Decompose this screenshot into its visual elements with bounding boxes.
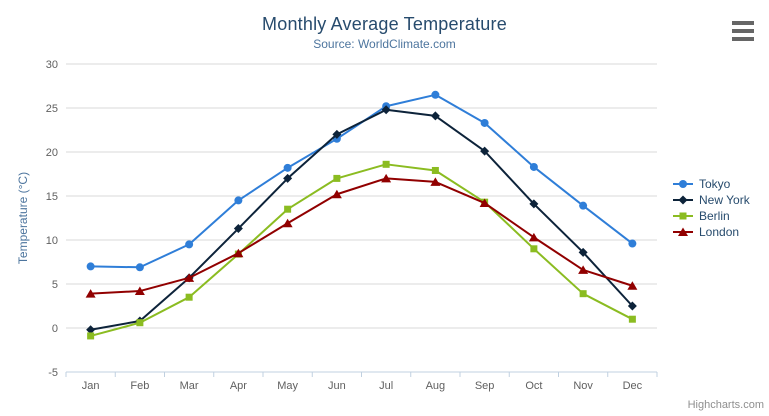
- series-london[interactable]: [85, 173, 638, 298]
- x-axis-label: Aug: [426, 380, 446, 392]
- series-line-new-york: [90, 108, 634, 331]
- x-axis-label: Feb: [130, 380, 149, 392]
- y-axis-title: Temperature (°C): [16, 172, 30, 264]
- series-new-york[interactable]: [86, 105, 637, 335]
- x-axis-label: Jul: [379, 380, 393, 392]
- diamond-legend-icon: [673, 195, 693, 205]
- x-axis-label: Mar: [180, 380, 199, 392]
- series-berlin[interactable]: [87, 160, 636, 340]
- y-axis-label: 30: [46, 59, 58, 71]
- x-axis-label: Sep: [475, 380, 495, 392]
- hamburger-icon: [732, 37, 754, 41]
- y-axis-label: 0: [52, 323, 58, 335]
- x-axis-label: Oct: [525, 380, 542, 392]
- y-axis-label: 5: [52, 279, 58, 291]
- x-axis-label: Apr: [230, 380, 247, 392]
- legend-item-new-york[interactable]: New York: [672, 192, 750, 208]
- legend-item-berlin[interactable]: Berlin: [672, 208, 750, 224]
- series-line-tokyo: [90, 93, 633, 269]
- series-line-london: [90, 177, 633, 295]
- legend-label: London: [699, 225, 740, 239]
- legend-label: Tokyo: [699, 177, 731, 191]
- hamburger-icon: [732, 21, 754, 25]
- series-line-berlin: [90, 163, 633, 337]
- x-axis-label: Dec: [623, 380, 643, 392]
- x-axis-label: Jun: [328, 380, 346, 392]
- x-axis: Jan Feb Mar Apr May Jun Jul Aug Sep Oct Nov Dec: [65, 371, 658, 392]
- context-menu-button[interactable]: [732, 21, 756, 41]
- legend-item-london[interactable]: London: [672, 224, 750, 240]
- legend-item-tokyo[interactable]: Tokyo: [672, 176, 750, 192]
- y-axis-label: -5: [48, 367, 58, 379]
- y-axis-label: 25: [46, 103, 58, 115]
- chart-title: Monthly Average Temperature: [262, 14, 507, 34]
- chart-subtitle: Source: WorldClimate.com: [313, 37, 456, 51]
- x-axis-label: Jan: [82, 380, 100, 392]
- y-axis-label: 10: [46, 235, 58, 247]
- y-axis-label: 20: [46, 147, 58, 159]
- triangle-legend-icon: [673, 227, 693, 236]
- y-axis-label: 15: [46, 191, 58, 203]
- hamburger-icon: [732, 29, 754, 33]
- series-tokyo[interactable]: [86, 90, 637, 272]
- x-axis-label: Nov: [573, 380, 593, 392]
- legend-label: New York: [699, 193, 750, 207]
- legend: Tokyo New York Berlin London: [672, 176, 750, 240]
- credits-link[interactable]: Highcharts.com: [687, 399, 764, 411]
- legend-label: Berlin: [699, 209, 730, 223]
- square-legend-icon: [673, 212, 693, 220]
- circle-legend-icon: [673, 180, 693, 188]
- y-grid: -5 0 5 10 15 20 25 30: [46, 59, 657, 379]
- x-axis-label: May: [277, 380, 298, 392]
